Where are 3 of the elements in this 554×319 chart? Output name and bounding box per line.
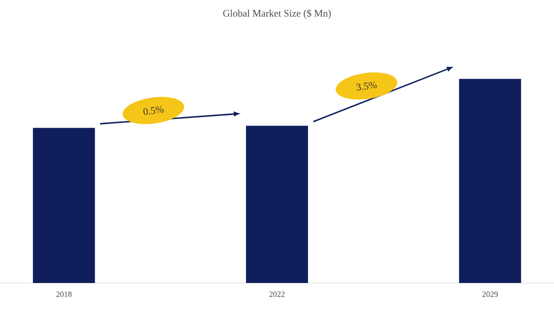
chart-title: Global Market Size ($ Mn) [223, 9, 331, 19]
annotation: 0.5% [143, 106, 164, 115]
annotation: 3.5% [356, 81, 377, 90]
